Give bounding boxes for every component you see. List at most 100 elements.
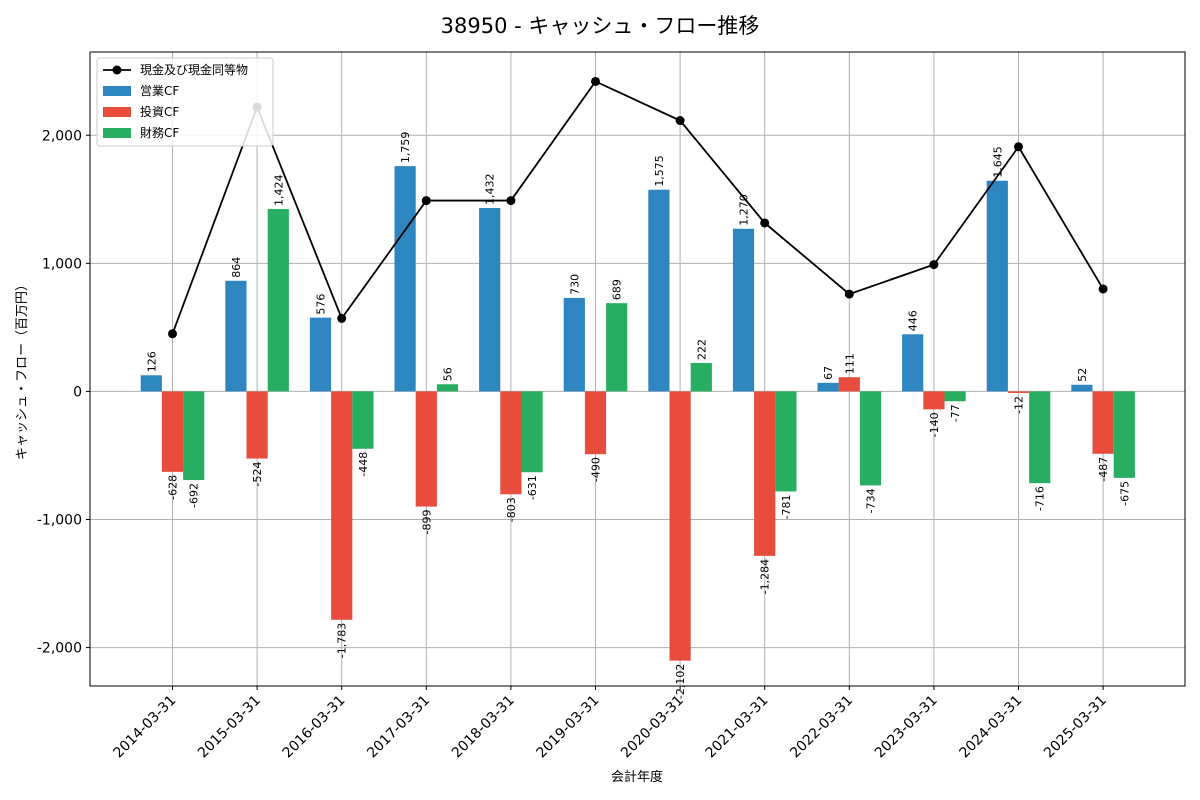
bar-value-label: 111 bbox=[843, 353, 856, 374]
bar-value-label: 1,575 bbox=[653, 155, 666, 187]
y-tick-label: 0 bbox=[73, 384, 82, 400]
bar bbox=[479, 208, 501, 392]
bar bbox=[775, 391, 797, 492]
legend-bar-swatch bbox=[103, 86, 131, 96]
bar bbox=[606, 303, 628, 392]
y-ticks: -2,000 -1,000 0 1,000 2,000 bbox=[37, 128, 90, 657]
x-tick-label: 2023-03-31 bbox=[872, 693, 941, 762]
plot-frame bbox=[89, 51, 1186, 687]
legend-line-marker bbox=[112, 65, 122, 75]
bar-value-label: -487 bbox=[1097, 457, 1110, 482]
bar bbox=[732, 228, 755, 392]
bar bbox=[140, 375, 162, 392]
bar bbox=[690, 362, 712, 392]
x-tick-label: 2018-03-31 bbox=[449, 693, 518, 762]
y-tick-label: -1,000 bbox=[37, 512, 82, 528]
bar-value-label: -692 bbox=[188, 483, 201, 508]
bar-value-label: 222 bbox=[695, 339, 708, 360]
x-tick-label: 2015-03-31 bbox=[195, 693, 264, 762]
x-ticks: 2014-03-31 2015-03-31 2016-03-31 2017-03-31… bbox=[110, 686, 1110, 762]
cash-point bbox=[168, 329, 177, 339]
bar-value-label: 1,759 bbox=[399, 132, 412, 164]
bar bbox=[161, 391, 184, 472]
bar-value-label: 576 bbox=[315, 294, 328, 315]
chart-title: 38950 - キャッシュ・フロー推移 bbox=[441, 14, 760, 38]
bar bbox=[309, 317, 332, 392]
bar-value-label: 126 bbox=[145, 351, 158, 372]
bar bbox=[183, 391, 205, 481]
y-tick-label: -2,000 bbox=[37, 641, 82, 657]
bar-value-label: 52 bbox=[1076, 368, 1089, 382]
x-axis-label: 会計年度 bbox=[611, 769, 663, 785]
bar-value-label: -140 bbox=[928, 412, 941, 437]
bar bbox=[246, 391, 268, 459]
bar-value-label: -448 bbox=[357, 452, 370, 477]
bar-value-label: -1,284 bbox=[759, 559, 772, 594]
grid bbox=[90, 52, 1185, 686]
bar bbox=[394, 166, 416, 392]
bar-value-label: -631 bbox=[526, 475, 539, 500]
bar bbox=[267, 209, 289, 392]
bar-value-label: -781 bbox=[780, 494, 793, 519]
bar-value-label: 1,432 bbox=[484, 174, 497, 206]
cash-point bbox=[591, 76, 600, 86]
bar bbox=[225, 280, 247, 392]
x-tick-label: 2019-03-31 bbox=[533, 693, 602, 762]
bar-value-label: 446 bbox=[907, 310, 920, 331]
cash-point bbox=[1098, 284, 1108, 294]
bar-value-label: 689 bbox=[611, 279, 624, 300]
bar bbox=[584, 391, 607, 455]
x-tick-label: 2014-03-31 bbox=[110, 693, 179, 762]
cash-point bbox=[337, 313, 347, 323]
cash-point bbox=[421, 196, 431, 206]
cash-point bbox=[929, 260, 939, 270]
bar-value-label: 864 bbox=[230, 257, 243, 278]
bar bbox=[352, 391, 374, 449]
cash-point bbox=[675, 116, 685, 126]
cash-point bbox=[760, 218, 770, 228]
bar-value-label: -524 bbox=[251, 462, 264, 487]
legend-box bbox=[96, 57, 274, 147]
bar bbox=[521, 391, 543, 473]
cash-line bbox=[168, 76, 1108, 339]
bar bbox=[838, 377, 860, 392]
x-tick-label: 2020-03-31 bbox=[618, 693, 687, 762]
legend-bar-swatch bbox=[103, 107, 131, 117]
bar-value-label: -734 bbox=[865, 488, 878, 513]
bar-value-label: 730 bbox=[568, 274, 581, 295]
y-axis-label: キャッシュ・フロー（百万円） bbox=[15, 278, 30, 460]
bar bbox=[415, 391, 437, 507]
bar bbox=[500, 391, 522, 495]
cash-line-path bbox=[171, 80, 1104, 335]
bar-value-label: 1,270 bbox=[738, 194, 751, 226]
bar-value-label: -675 bbox=[1118, 481, 1131, 506]
bar bbox=[1007, 391, 1030, 393]
bar-value-label: -77 bbox=[949, 404, 962, 422]
bar bbox=[669, 391, 691, 661]
bar bbox=[436, 384, 459, 392]
bar-labels: 126 864 576 1,759 1,432 730 1,575 1,270 67 446 1,6… bbox=[145, 132, 1131, 699]
bar-value-label: -716 bbox=[1034, 486, 1047, 511]
x-tick-label: 2016-03-31 bbox=[280, 693, 349, 762]
bar-value-label: -12 bbox=[1013, 396, 1026, 414]
bars bbox=[140, 166, 1135, 661]
bar bbox=[1029, 391, 1051, 484]
bar-value-label: 1,424 bbox=[272, 175, 285, 207]
bar bbox=[923, 391, 945, 410]
bar bbox=[1071, 384, 1093, 392]
bar bbox=[754, 391, 776, 556]
legend-entry-label: 営業CF bbox=[140, 84, 179, 98]
cash-point bbox=[506, 196, 516, 206]
y-tick-label: 2,000 bbox=[42, 128, 82, 144]
y-tick-label: 1,000 bbox=[42, 256, 82, 272]
bar bbox=[902, 334, 924, 392]
bar bbox=[944, 391, 966, 402]
legend-bar-swatch bbox=[103, 128, 131, 138]
bar-value-label: 1,645 bbox=[991, 146, 1004, 178]
bar bbox=[648, 189, 670, 392]
x-tick-label: 2017-03-31 bbox=[364, 693, 433, 762]
x-tick-label: 2024-03-31 bbox=[956, 693, 1025, 762]
bar-value-label: -1,783 bbox=[336, 623, 349, 658]
